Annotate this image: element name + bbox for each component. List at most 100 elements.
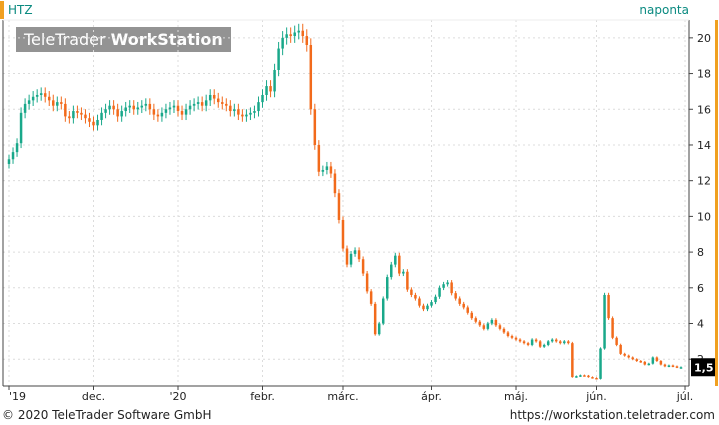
candle-body <box>526 343 530 345</box>
candle-body <box>120 111 123 117</box>
candle-body <box>498 325 502 329</box>
candle-body <box>297 30 300 33</box>
candle-body <box>575 376 578 378</box>
candle-body <box>514 337 518 340</box>
candle-body <box>269 86 272 92</box>
candle-body <box>249 112 252 115</box>
candle-body <box>510 336 514 338</box>
candle-body <box>237 109 240 115</box>
candle-body <box>369 291 373 304</box>
source-url[interactable]: https://workstation.teletrader.com <box>509 408 715 422</box>
candle-body <box>293 32 296 37</box>
candle-body <box>591 377 594 379</box>
candle-body <box>466 307 469 313</box>
candle-body <box>438 287 441 297</box>
candle-body <box>216 98 220 103</box>
candle-body <box>454 293 457 299</box>
candle-body <box>15 143 19 153</box>
copyright-text: © 2020 TeleTrader Software GmbH <box>2 408 212 422</box>
candle-body <box>64 103 67 117</box>
watermark-logo: TeleTrader WorkStation <box>16 27 231 52</box>
candle-body <box>301 30 304 37</box>
candle-body <box>88 118 91 122</box>
candle-body <box>156 114 160 117</box>
candle-body <box>522 341 526 344</box>
candle-body <box>285 34 288 38</box>
candle-body <box>112 105 115 110</box>
candle-body <box>164 109 168 113</box>
right-accent-bar <box>715 20 718 386</box>
candle-body <box>542 344 546 347</box>
candle-body <box>11 152 15 160</box>
candle-body <box>361 259 365 274</box>
x-tick-label: máj. <box>504 390 528 403</box>
candle-body <box>23 103 27 113</box>
last-price-label: 1,5 <box>694 361 714 374</box>
candle-body <box>168 107 172 110</box>
candle-body <box>506 332 510 337</box>
candle-body <box>567 341 570 344</box>
candle-body <box>579 375 582 377</box>
candle-body <box>353 250 357 254</box>
candle-body <box>623 353 626 356</box>
candle-body <box>241 114 244 117</box>
candle-body <box>35 94 39 97</box>
x-tick-label: márc. <box>327 390 358 403</box>
candle-body <box>337 193 341 220</box>
candle-body <box>309 44 313 110</box>
candle-body <box>229 105 232 112</box>
y-tick-label: 16 <box>697 103 711 116</box>
candle-body <box>659 361 663 365</box>
candle-body <box>80 112 83 115</box>
candle-body <box>406 271 409 290</box>
x-tick-label: febr. <box>250 390 275 403</box>
y-tick-label: 18 <box>697 68 711 81</box>
candle-body <box>100 112 103 120</box>
candle-body <box>180 111 184 115</box>
candle-body <box>667 365 671 367</box>
candle-body <box>357 250 361 260</box>
candle-body <box>627 355 630 358</box>
candle-body <box>160 112 164 117</box>
candle-body <box>381 298 385 324</box>
candle-body <box>599 348 602 379</box>
candle-body <box>325 166 329 170</box>
candle-body <box>96 119 99 126</box>
candle-body <box>140 105 144 108</box>
candle-body <box>655 357 659 362</box>
candle-body <box>317 144 321 172</box>
y-tick-label: 8 <box>697 246 704 259</box>
candle-body <box>534 339 538 342</box>
candle-body <box>27 100 31 104</box>
candle-body <box>410 289 413 295</box>
candle-body <box>245 114 248 117</box>
candle-body <box>615 337 618 345</box>
candle-body <box>486 323 490 329</box>
candle-body <box>184 109 188 115</box>
candle-body <box>321 169 325 172</box>
candle-body <box>458 298 461 304</box>
candle-body <box>19 112 23 144</box>
candle-body <box>555 339 558 342</box>
candle-body <box>365 273 369 292</box>
candle-body <box>474 318 478 322</box>
candle-body <box>611 318 614 338</box>
candle-body <box>394 255 397 265</box>
candle-body <box>550 339 554 342</box>
candle-body <box>490 319 494 324</box>
candle-body <box>72 111 75 119</box>
candle-body <box>647 363 651 366</box>
candle-body <box>446 282 449 285</box>
candle-body <box>257 102 260 112</box>
y-tick-label: 12 <box>697 175 711 188</box>
y-tick-label: 14 <box>697 139 711 152</box>
candle-body <box>56 102 59 106</box>
candle-body <box>225 103 228 106</box>
x-tick-label: dec. <box>82 390 105 403</box>
interval-label[interactable]: naponta <box>639 3 689 17</box>
candlestick-chart: 2468101214161820'19dec.'20febr.márc.ápr.… <box>2 19 718 403</box>
candle-body <box>390 264 393 278</box>
candle-body <box>176 105 180 112</box>
candle-body <box>60 102 63 104</box>
chart-frame: HTZ naponta TeleTrader WorkStation 24681… <box>0 1 718 403</box>
